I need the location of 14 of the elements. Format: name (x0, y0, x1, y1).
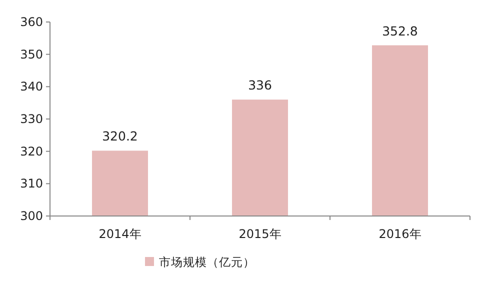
y-tick-label: 350 (20, 47, 43, 62)
data-label: 352.8 (382, 23, 418, 38)
x-tick-label: 2014年 (98, 227, 142, 241)
y-tick-label: 330 (20, 112, 43, 126)
y-tick-label: 310 (20, 176, 43, 191)
y-tick-label: 300 (20, 209, 43, 223)
x-tick-label: 2016年 (378, 227, 422, 241)
x-tick-label: 2015年 (238, 227, 282, 241)
data-label: 336 (248, 78, 272, 93)
y-tick-label: 340 (20, 80, 43, 94)
legend-label: 市场规模（亿元） (159, 255, 255, 269)
y-tick-label: 360 (20, 15, 43, 29)
y-tick-label: 320 (20, 144, 43, 158)
data-label: 320.2 (102, 128, 138, 144)
